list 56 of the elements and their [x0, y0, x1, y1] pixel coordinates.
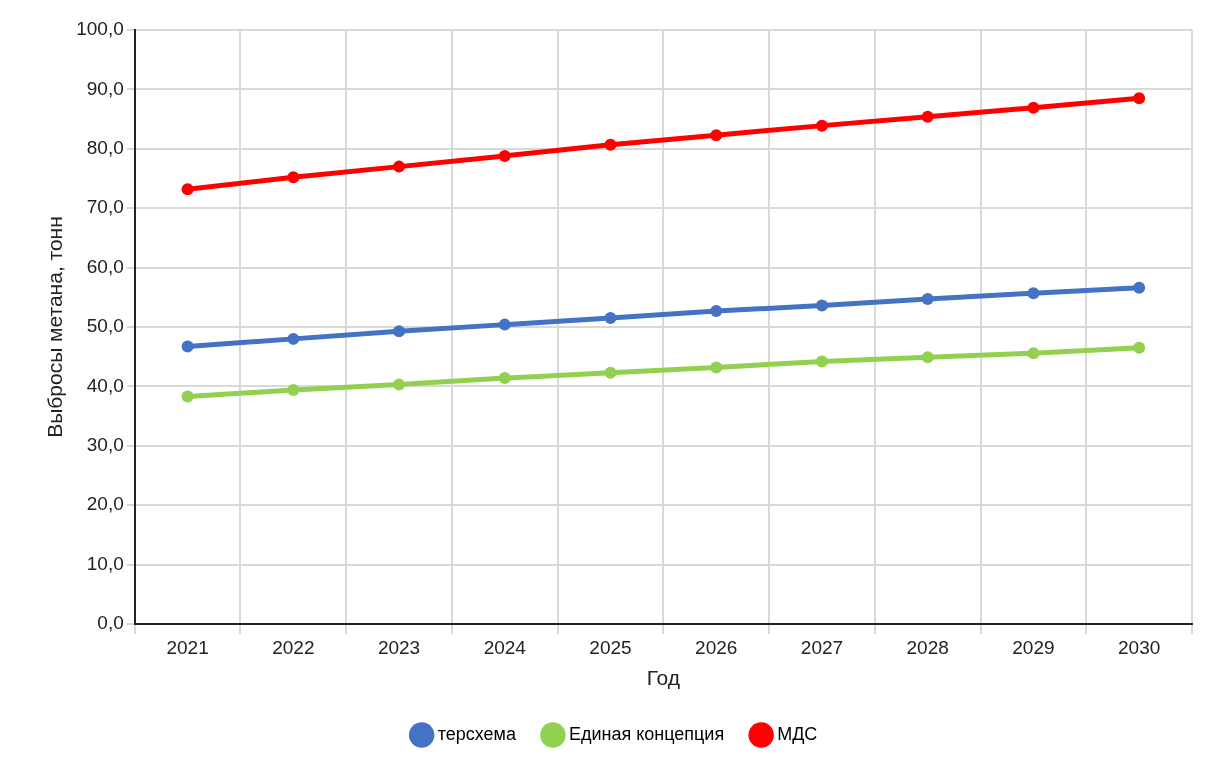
- y-tick-label: 80,0: [86, 137, 124, 159]
- x-tick-label: 2029: [1012, 636, 1055, 658]
- point: [181, 183, 194, 196]
- x-tick-label: 2030: [1118, 636, 1161, 658]
- x-axis-title: Год: [646, 666, 681, 690]
- point: [710, 129, 723, 142]
- point: [181, 340, 194, 353]
- point: [604, 312, 617, 325]
- legend-label: МДС: [777, 723, 818, 744]
- x-tick-label: 2026: [695, 636, 738, 658]
- point: [815, 299, 828, 312]
- legend-label: терсхема: [437, 723, 517, 744]
- point: [1133, 341, 1146, 354]
- point: [181, 390, 194, 403]
- x-tick-label: 2027: [800, 636, 844, 658]
- y-tick-label: 20,0: [86, 493, 124, 515]
- y-tick-label: 0,0: [97, 612, 124, 634]
- point: [921, 110, 934, 123]
- x-tick-label: 2022: [272, 636, 315, 658]
- legend-label: Единая концепция: [568, 723, 725, 744]
- point: [604, 366, 617, 379]
- x-tick-label: 2021: [166, 636, 209, 658]
- x-tick-label: 2024: [483, 636, 527, 658]
- point: [393, 160, 406, 173]
- point: [710, 304, 723, 317]
- y-tick-label: 100,0: [76, 18, 124, 40]
- point: [498, 372, 511, 385]
- point: [1027, 101, 1040, 114]
- point: [1027, 347, 1040, 360]
- x-tick-label: 2023: [377, 636, 421, 658]
- point: [1027, 287, 1040, 300]
- point: [921, 351, 934, 364]
- y-tick-label: 40,0: [86, 374, 124, 396]
- y-tick-label: 60,0: [86, 255, 124, 277]
- point: [1133, 281, 1146, 294]
- y-axis-title: Выбросы метана, тонн: [43, 216, 67, 438]
- x-tick-label: 2025: [589, 636, 632, 658]
- x-tick-label: 2028: [906, 636, 949, 658]
- point: [815, 355, 828, 368]
- point: [287, 332, 300, 345]
- y-tick-label: 30,0: [86, 434, 124, 456]
- y-tick-label: 10,0: [86, 552, 124, 574]
- point: [710, 361, 723, 374]
- point: [921, 293, 934, 306]
- point: [498, 149, 511, 162]
- point: [287, 383, 300, 396]
- point: [393, 378, 406, 391]
- point: [287, 171, 300, 184]
- point: [604, 138, 617, 151]
- point: [1133, 92, 1146, 105]
- point: [815, 119, 828, 132]
- point: [393, 325, 406, 338]
- y-tick-label: 50,0: [86, 315, 124, 337]
- y-tick-label: 90,0: [86, 77, 124, 99]
- point: [498, 318, 511, 331]
- y-tick-label: 70,0: [86, 196, 124, 218]
